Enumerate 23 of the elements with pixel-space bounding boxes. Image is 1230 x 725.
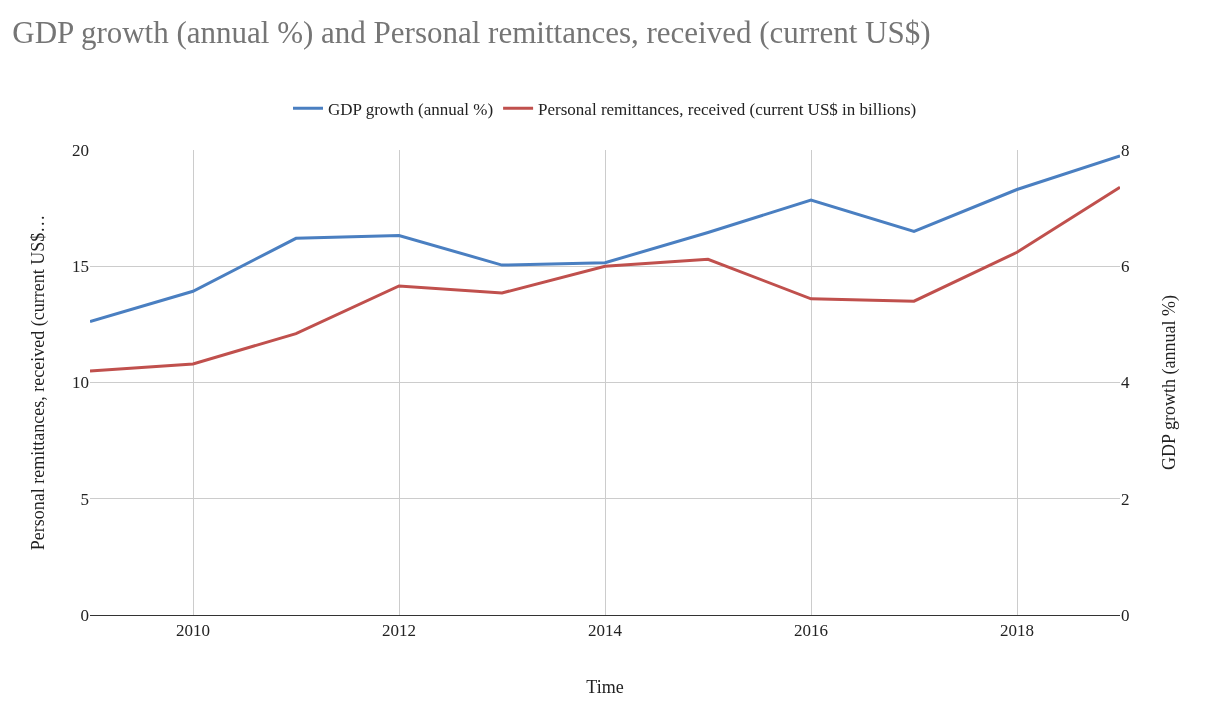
- y2-tick-label: 4: [1121, 373, 1130, 393]
- line-series: [90, 154, 1120, 323]
- legend-label: Personal remittances, received (current US$ in billions): [538, 99, 917, 119]
- y-tick-label: 0: [80, 605, 89, 625]
- y-axis-title: Personal remittances, received (current US$…: [28, 214, 49, 551]
- x-tick-label: 2014: [588, 621, 623, 641]
- x-tick-label: 2016: [794, 621, 828, 641]
- y2-tick-label: 2: [1121, 489, 1130, 509]
- x-tick-label: 2012: [382, 621, 416, 641]
- y-tick-label: 5: [80, 489, 89, 509]
- y-tick-label: 10: [72, 373, 89, 393]
- legend-label: GDP growth (annual %): [328, 99, 494, 119]
- x-tick-label: 2010: [176, 621, 210, 641]
- x-tick-label: 2018: [1000, 621, 1034, 641]
- y2-tick-label: 0: [1121, 605, 1130, 625]
- y2-tick-label: 8: [1121, 140, 1130, 160]
- chart-title: GDP growth (annual %) and Personal remittances, received (current US$): [12, 15, 931, 51]
- line-series: [90, 185, 1120, 373]
- y-tick-label: 20: [72, 140, 89, 160]
- x-axis-title: Time: [586, 676, 624, 697]
- y2-axis-title: GDP growth (annual %): [1159, 295, 1180, 470]
- y-tick-label: 15: [72, 257, 89, 277]
- y2-tick-label: 6: [1121, 257, 1130, 277]
